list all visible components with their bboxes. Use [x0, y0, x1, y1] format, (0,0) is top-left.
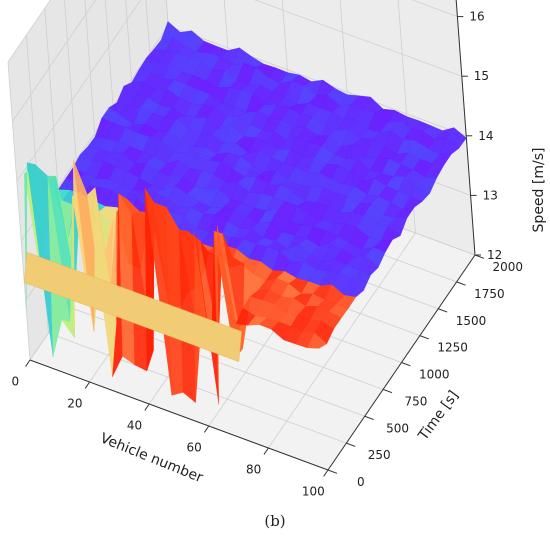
z-tick-label: 13: [483, 188, 498, 202]
figure-caption: (b): [264, 512, 285, 530]
surface-patch: [307, 332, 328, 349]
y-tick-label: 2000: [493, 260, 524, 274]
x-tick-mark: [323, 469, 329, 477]
y-tick-mark: [419, 335, 429, 340]
y-tick-mark: [346, 442, 356, 447]
y-tick-mark: [327, 469, 338, 474]
y-tick-mark: [401, 362, 411, 367]
y-tick-label: 1500: [456, 314, 487, 328]
x-tick-label: 60: [186, 441, 201, 455]
z-axis-label: Speed [m/s]: [531, 148, 547, 233]
y-tick-mark: [474, 254, 485, 259]
y-tick-label: 1250: [437, 341, 468, 355]
y-tick-label: 1750: [474, 287, 505, 301]
x-axis-line: [29, 359, 329, 471]
y-tick-label: 500: [386, 421, 409, 435]
z-axis-line: [455, 0, 476, 256]
speed-surface: [24, 21, 467, 405]
y-tick-mark: [456, 281, 466, 286]
y-tick-mark: [364, 415, 374, 421]
x-tick-label: 20: [67, 397, 82, 411]
grid-line-z: [16, 0, 462, 182]
grid-line-z: [12, 0, 458, 122]
x-tick-label: 0: [11, 375, 19, 389]
x-axis-ticks: 0 20 40 60 80 100: [11, 359, 329, 499]
y-tick-label: 0: [357, 475, 365, 489]
x-tick-label: 80: [246, 463, 261, 477]
x-tick-mark: [144, 403, 150, 411]
x-tick-mark: [25, 359, 31, 367]
y-tick-mark: [382, 388, 393, 394]
z-tick-label: 15: [474, 69, 489, 83]
y-tick-mark: [438, 308, 448, 313]
y-tick-label: 250: [368, 448, 391, 462]
x-tick-mark: [263, 447, 269, 455]
x-tick-mark: [203, 425, 210, 433]
z-tick-label: 14: [478, 129, 493, 143]
y-tick-label: 1000: [419, 368, 450, 382]
z-tick-label: 12: [487, 248, 502, 262]
slow-vehicle-ribbon: [24, 251, 242, 363]
z-axis-ticks: 121314151617: [457, 10, 502, 262]
z-tick-label: 16: [469, 10, 484, 24]
x-tick-label: 40: [127, 419, 142, 433]
x-tick-label: 100: [302, 485, 325, 499]
x-axis-label: Vehicle number: [98, 430, 205, 486]
y-tick-label: 750: [404, 394, 427, 408]
x-tick-mark: [84, 381, 91, 389]
